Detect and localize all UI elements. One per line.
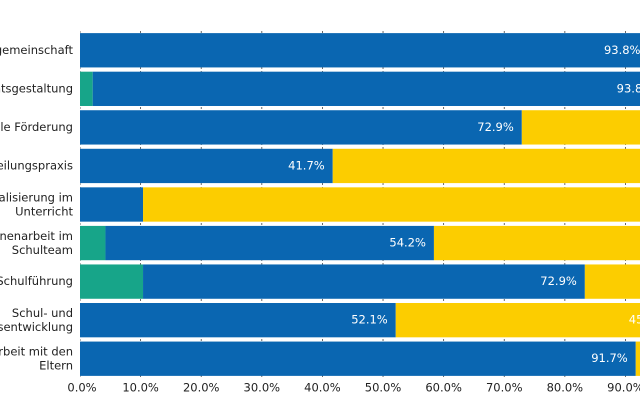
bar-segment: [433, 225, 640, 261]
value-label: 72.9%: [477, 120, 514, 134]
value-label: 91.7%: [591, 351, 628, 365]
value-label: 41.7%: [288, 158, 325, 172]
bar-segment: [584, 264, 640, 299]
value-label: 52.1%: [351, 313, 388, 327]
bar-segment: [521, 110, 640, 145]
y-tick-label: alisierung im Unterricht: [0, 190, 73, 218]
plot-area: 93.8% 93.8% 72.9% 41.7% 54.2% 72.9% 52.1% 45.8%…: [80, 31, 640, 378]
x-tick-label: 60.0%: [425, 381, 462, 395]
y-tick-label: le Förderung: [0, 120, 73, 134]
bar-segment: [80, 110, 522, 145]
x-tick-label: 80.0%: [547, 381, 584, 395]
x-tick-label: 90.0%: [607, 381, 640, 395]
bar-segment: [635, 341, 640, 376]
bar-segment: [395, 303, 640, 338]
bar-segment: [105, 225, 434, 261]
bar-segment: [143, 264, 585, 299]
y-tick-label: ntsgestaltung: [0, 81, 73, 95]
value-label: 93.8%: [604, 43, 640, 57]
x-tick-label: 0.0%: [67, 381, 96, 395]
value-label: 72.9%: [540, 274, 577, 288]
bar-segment: [80, 71, 93, 106]
bar-segment: [80, 225, 106, 261]
y-tick-label: gemeinschaft: [0, 43, 73, 57]
y-tick-label: Schul- und sentwicklung: [0, 306, 73, 334]
bar-segment: [80, 33, 640, 68]
y-tick-label: eilungspraxis: [0, 158, 73, 172]
bar-segment: [80, 187, 144, 222]
bar-segment: [80, 264, 144, 299]
x-tick-label: 70.0%: [486, 381, 523, 395]
value-label: 45.8%: [629, 313, 640, 327]
x-tick-label: 30.0%: [244, 381, 281, 395]
bar-segment: [332, 148, 640, 184]
x-tick-label: 50.0%: [365, 381, 402, 395]
x-tick-label: 10.0%: [122, 381, 159, 395]
y-tick-label: rbeit mit den Eltern: [0, 344, 73, 372]
bar-segment: [143, 187, 640, 222]
value-label: 54.2%: [389, 236, 426, 250]
bar-segment: [80, 148, 333, 184]
x-tick-label: 20.0%: [183, 381, 220, 395]
bar-segment: [92, 71, 640, 106]
x-tick-label: 40.0%: [304, 381, 341, 395]
value-label: 93.8%: [617, 81, 640, 95]
bar-segment: [80, 303, 396, 338]
bar-segment: [80, 341, 636, 376]
y-tick-label: Schulführung: [0, 274, 73, 288]
y-tick-label: nenarbeit im Schulteam: [0, 229, 73, 257]
